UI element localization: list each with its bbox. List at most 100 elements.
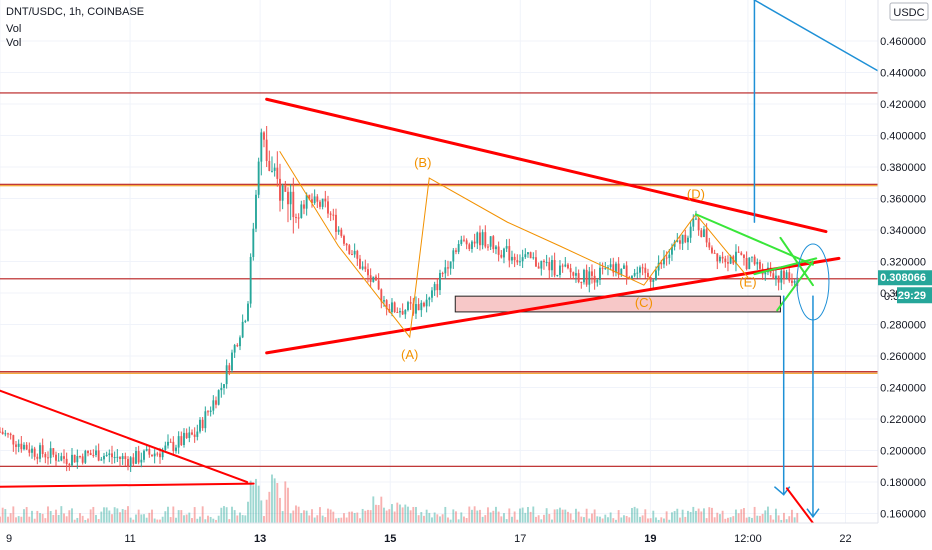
volume-bar xyxy=(327,508,329,523)
price-tick-label: 0.160000 xyxy=(880,509,926,521)
candle-body xyxy=(127,459,129,467)
horizontal-levels xyxy=(0,92,878,467)
volume-bar xyxy=(105,507,108,523)
time-tick-label: 15 xyxy=(384,533,396,545)
volume-bar xyxy=(303,510,305,523)
wave-path xyxy=(279,150,749,339)
candle-body xyxy=(375,276,377,281)
volume-bar xyxy=(329,509,332,523)
price-tick-label: 0.240000 xyxy=(880,383,926,395)
candle-body xyxy=(708,242,711,248)
volume-bar xyxy=(647,518,649,523)
volume-bar xyxy=(652,510,655,523)
candle-body xyxy=(524,254,527,258)
candle-body xyxy=(217,390,220,405)
volume-bar xyxy=(17,516,20,523)
candle-body xyxy=(649,277,652,282)
candle-body xyxy=(551,260,553,271)
candle-body xyxy=(535,257,537,267)
candle-body xyxy=(521,257,524,262)
candle-body xyxy=(548,262,551,271)
candle-body xyxy=(511,256,513,261)
candle-body xyxy=(505,246,508,249)
candle-body xyxy=(652,279,655,282)
time-tick-label: 11 xyxy=(124,533,135,545)
price-axis[interactable]: 0.460000 0.440000 0.420000 0.400000 0.380000… xyxy=(877,0,932,550)
volume-bar xyxy=(145,517,148,523)
candle-body xyxy=(260,132,263,162)
candle-body xyxy=(655,270,657,280)
volume-bar xyxy=(561,509,564,523)
volume-bar xyxy=(367,509,369,523)
candle-body xyxy=(545,262,548,264)
candle-body xyxy=(457,244,460,252)
volume-bar xyxy=(548,514,551,523)
candle-body xyxy=(223,384,225,388)
volume-bar xyxy=(580,516,583,523)
candle-body xyxy=(617,263,620,275)
volume-bar xyxy=(247,501,249,523)
volume-bar xyxy=(508,508,511,523)
volume-bar xyxy=(705,518,708,523)
volume-bar xyxy=(319,507,321,523)
candle-body xyxy=(324,198,327,202)
volume-bar xyxy=(185,514,188,523)
candle-body xyxy=(52,448,55,455)
candle-body xyxy=(201,419,204,429)
volume-bar xyxy=(137,509,140,523)
candle-body xyxy=(185,432,188,438)
volume-bar xyxy=(423,515,425,523)
volume-bar xyxy=(748,516,751,523)
candle-body xyxy=(404,310,407,315)
volume-bar xyxy=(777,515,780,523)
candle-body xyxy=(489,236,492,247)
volume-bar xyxy=(308,515,311,523)
candle-body xyxy=(612,264,615,273)
volume-bar xyxy=(153,518,156,523)
price-tick-label: 0.180000 xyxy=(880,477,926,489)
candle-body xyxy=(577,273,580,283)
time-axis-bg xyxy=(0,523,932,550)
old-support-line xyxy=(0,482,255,488)
candle-body xyxy=(367,269,369,276)
candle-body xyxy=(292,191,295,218)
candle-body xyxy=(527,252,529,255)
volume-bar xyxy=(516,519,519,523)
volume-bar xyxy=(471,509,473,523)
volume-bar xyxy=(436,514,439,523)
candle-body xyxy=(9,433,12,436)
candle-body xyxy=(220,387,223,391)
volume-bar xyxy=(281,511,284,523)
volume-bar xyxy=(161,516,164,523)
candle-body xyxy=(364,266,367,270)
candle-body xyxy=(561,265,564,267)
volume-bar xyxy=(519,508,521,523)
candle-body xyxy=(588,271,591,285)
candle-body xyxy=(55,454,57,461)
volume-bar xyxy=(633,506,636,523)
candle-body xyxy=(252,228,255,257)
candle-body xyxy=(329,213,332,215)
volume-bar xyxy=(641,515,644,523)
candle-body xyxy=(79,456,81,458)
time-axis[interactable]: 9 11 13 15 17 19 12:00 22 xyxy=(0,522,932,550)
volume-bar xyxy=(188,512,191,523)
candle-body xyxy=(420,302,423,311)
volume-bar xyxy=(340,517,343,523)
volume-bar xyxy=(588,518,591,523)
volume-bar xyxy=(241,515,244,523)
candle-body xyxy=(537,266,540,269)
volume-bar xyxy=(729,517,732,523)
candle-body xyxy=(284,185,287,192)
candle-body xyxy=(183,432,185,445)
volume-bar xyxy=(543,514,545,523)
volume-bar xyxy=(108,510,111,523)
candle-body xyxy=(81,456,84,463)
candle-body xyxy=(465,240,468,245)
volume-bar xyxy=(759,515,761,523)
candle-body xyxy=(500,254,503,258)
volume-bar xyxy=(265,499,268,523)
candle-body xyxy=(175,447,177,452)
candle-body xyxy=(575,273,577,276)
